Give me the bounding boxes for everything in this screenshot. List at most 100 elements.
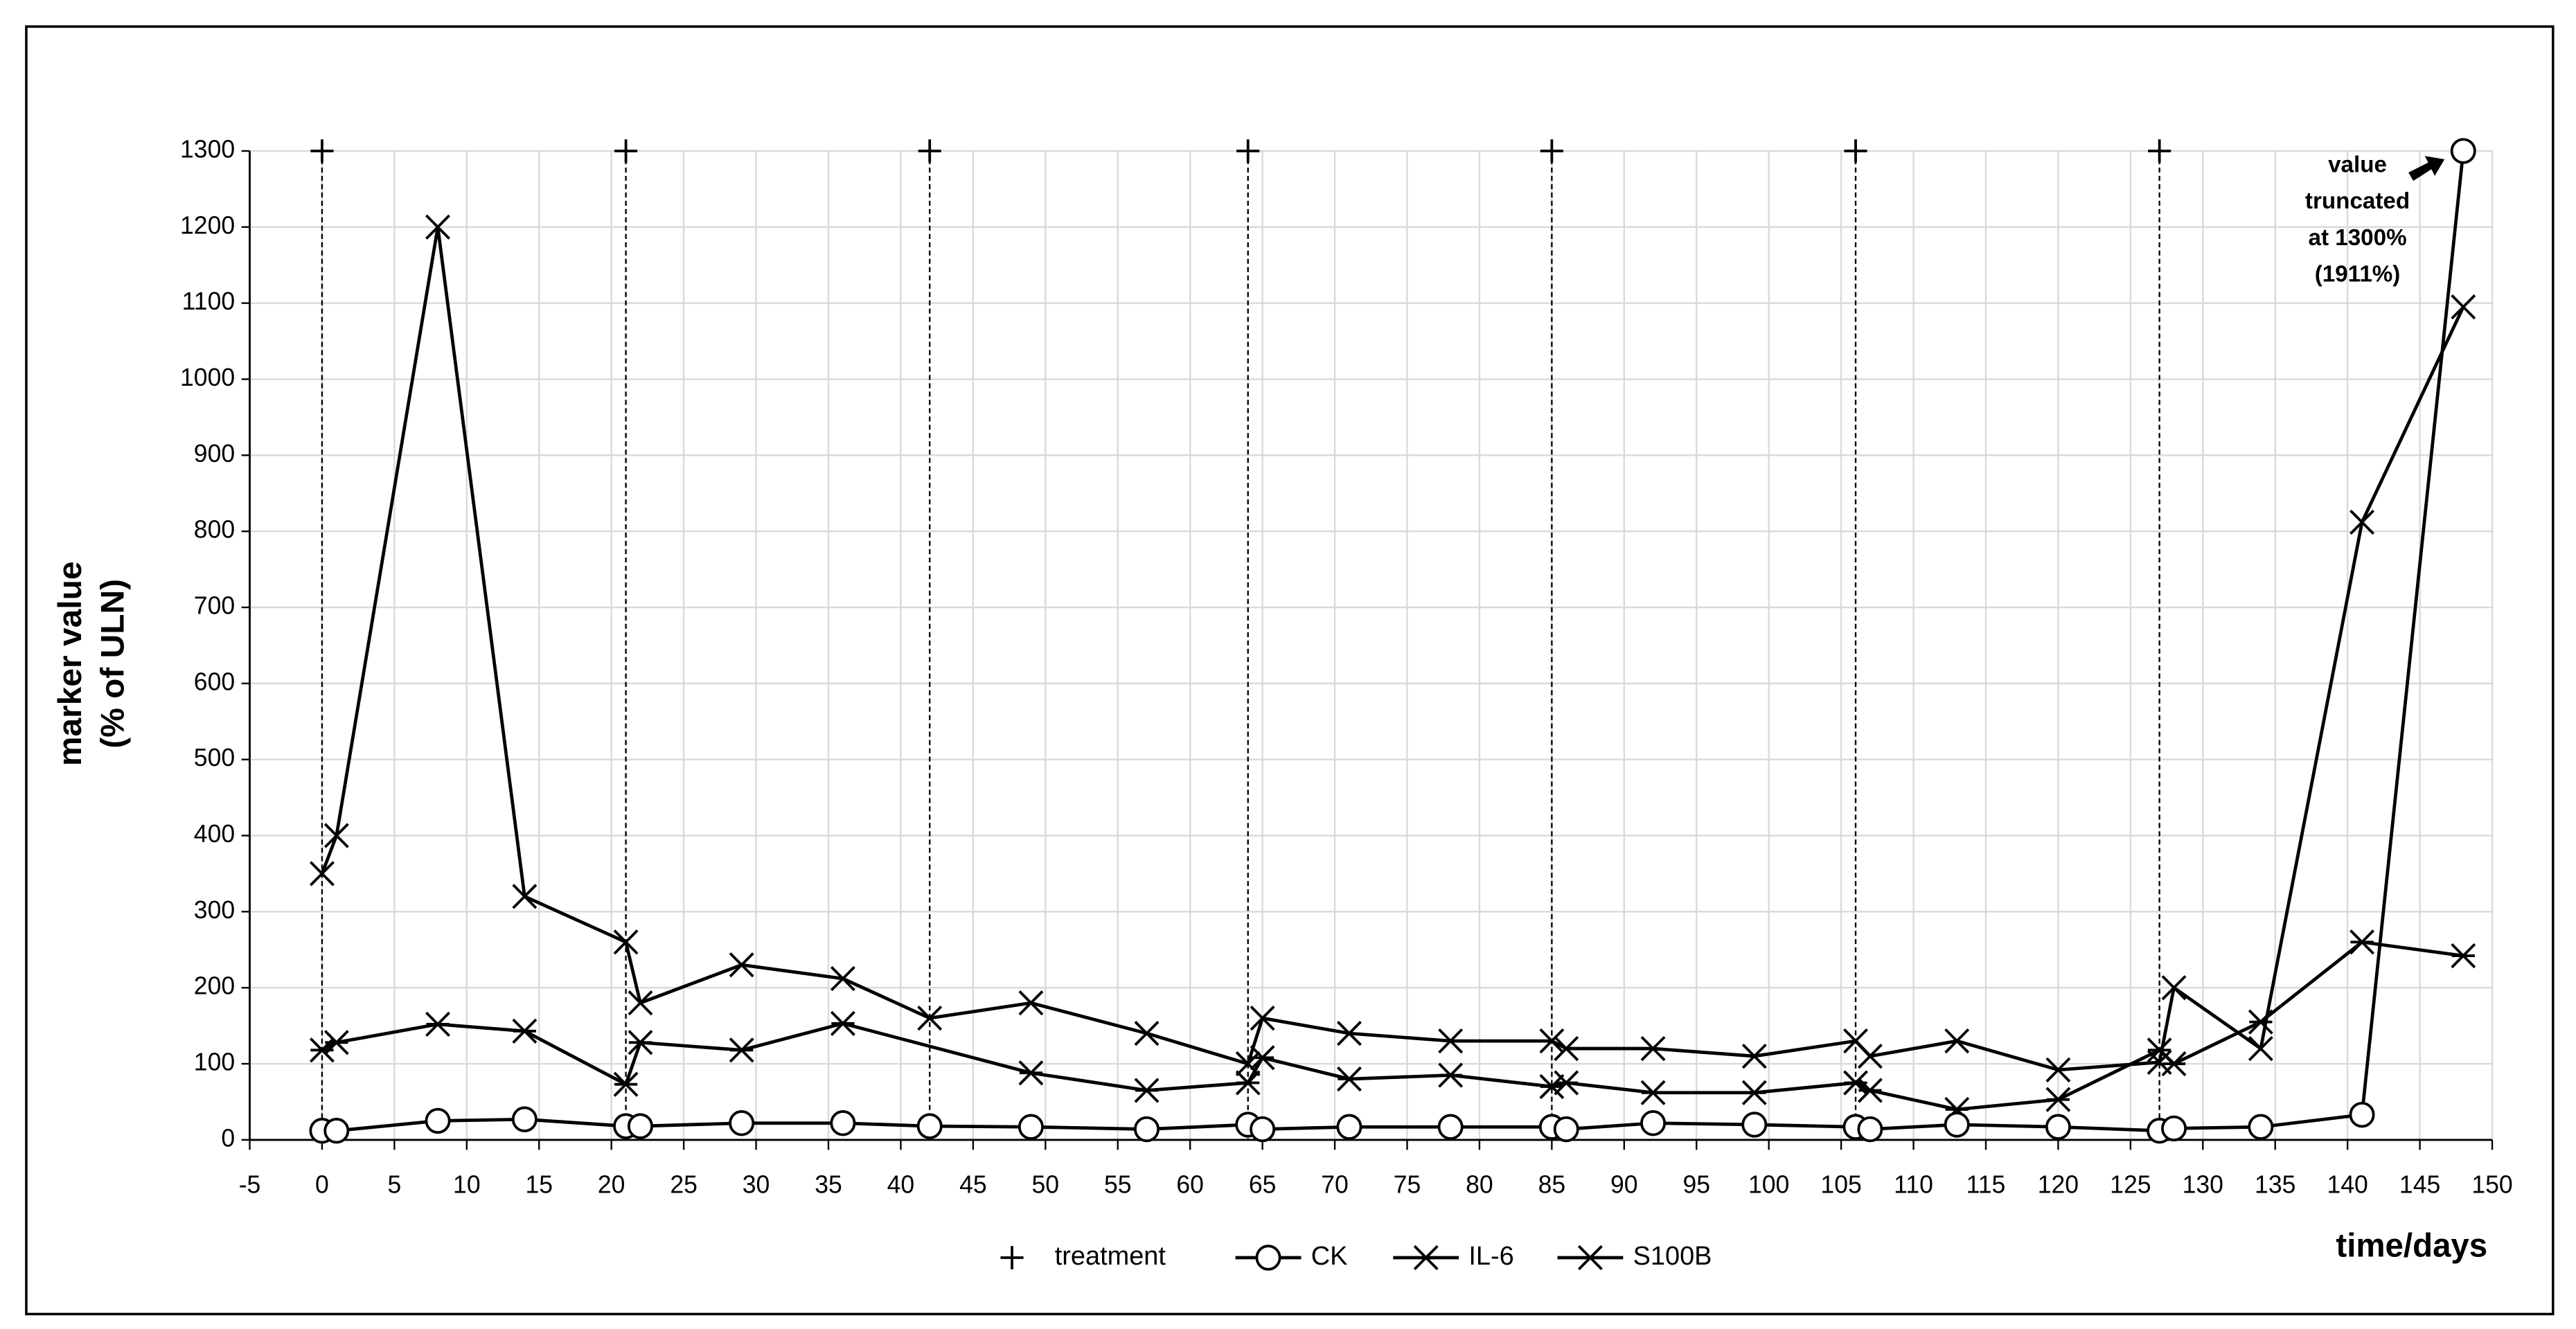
- marker: [2045, 1114, 2071, 1140]
- marker: [323, 1118, 350, 1144]
- marker: [1857, 1116, 1883, 1143]
- marker: [1944, 1112, 1970, 1138]
- marker: [1235, 1070, 1261, 1096]
- x-tick-label: 135: [2255, 1170, 2295, 1198]
- marker: [830, 1010, 855, 1036]
- x-tick-label: 80: [1466, 1170, 1493, 1198]
- x-tick-label: 45: [959, 1170, 987, 1198]
- marker: [425, 1011, 450, 1037]
- x-tick-label: 40: [887, 1170, 915, 1198]
- x-tick-label: 90: [1610, 1170, 1638, 1198]
- x-tick-label: 130: [2183, 1170, 2223, 1198]
- x-tick-label: 20: [598, 1170, 625, 1198]
- y-tick-label: 1300: [180, 135, 235, 163]
- x-tick-label: 30: [743, 1170, 770, 1198]
- y-tick-label: 300: [194, 896, 235, 924]
- x-tick-label: -5: [239, 1170, 261, 1198]
- x-tick-label: 120: [2038, 1170, 2079, 1198]
- x-tick-label: 145: [2399, 1170, 2440, 1198]
- marker: [1539, 1028, 1565, 1054]
- x-tick-label: 50: [1032, 1170, 1060, 1198]
- marker: [1741, 1080, 1767, 1105]
- marker: [1437, 1114, 1464, 1140]
- legend-label: S100B: [1633, 1241, 1712, 1271]
- marker: [1236, 139, 1260, 163]
- marker: [729, 1037, 754, 1063]
- x-tick-label: 85: [1538, 1170, 1566, 1198]
- marker: [2161, 975, 2187, 1001]
- marker: [628, 1030, 653, 1055]
- marker: [1553, 1116, 1579, 1143]
- y-tick-label: 500: [194, 744, 235, 771]
- x-tick-label: 125: [2110, 1170, 2151, 1198]
- marker: [830, 1110, 856, 1136]
- x-tick-label: 5: [387, 1170, 401, 1198]
- y-tick-label: 200: [194, 972, 235, 1000]
- marker: [1944, 1028, 1970, 1054]
- annotation: value: [2328, 152, 2387, 177]
- marker: [2248, 1009, 2273, 1035]
- x-axis-title: time/days: [2336, 1227, 2487, 1264]
- marker: [614, 139, 638, 163]
- y-tick-label: 600: [194, 668, 235, 695]
- marker: [1741, 1043, 1767, 1069]
- marker: [1438, 1028, 1464, 1054]
- marker: [2451, 943, 2476, 969]
- marker: [918, 139, 941, 163]
- marker: [1554, 1070, 1579, 1096]
- annotation-arrow: [2408, 156, 2445, 181]
- marker: [1857, 1078, 1883, 1103]
- x-tick-label: 150: [2471, 1170, 2512, 1198]
- x-tick-label: 0: [315, 1170, 329, 1198]
- x-tick-label: 95: [1682, 1170, 1710, 1198]
- axes: 0100200300400500600700800900100011001200…: [180, 135, 2513, 1198]
- marker: [1539, 1073, 1565, 1100]
- marker: [1844, 139, 1867, 163]
- marker: [917, 1006, 943, 1031]
- marker: [310, 861, 335, 886]
- y-axis-title: (% of ULN): [95, 579, 132, 749]
- marker: [2349, 1101, 2375, 1128]
- marker: [2248, 1114, 2274, 1140]
- y-tick-label: 400: [194, 820, 235, 848]
- x-tick-label: 65: [1249, 1170, 1277, 1198]
- marker: [1134, 1078, 1160, 1103]
- annotation: truncated: [2305, 188, 2410, 214]
- marker: [1577, 1245, 1603, 1271]
- x-tick-label: 110: [1894, 1170, 1933, 1198]
- legend-item: treatment: [1000, 1241, 1166, 1271]
- marker: [1134, 1020, 1160, 1046]
- y-tick-label: 900: [194, 440, 235, 467]
- legend: treatment CK IL-6 S100B: [1000, 1241, 1712, 1271]
- marker: [1438, 1062, 1464, 1088]
- series-line: [320, 226, 2465, 1072]
- marker: [2350, 929, 2374, 955]
- marker: [1540, 139, 1563, 163]
- x-tick-label: 10: [453, 1170, 481, 1198]
- marker: [2248, 1035, 2273, 1062]
- marker: [1337, 1020, 1362, 1046]
- marker: [1255, 1245, 1281, 1271]
- marker: [425, 1107, 451, 1134]
- marker: [1413, 1245, 1439, 1271]
- y-tick-label: 800: [194, 516, 235, 544]
- x-tick-label: 15: [525, 1170, 553, 1198]
- legend-label: treatment: [1055, 1241, 1166, 1271]
- x-tick-label: 35: [815, 1170, 842, 1198]
- marker: [1134, 1116, 1160, 1143]
- marker: [2450, 138, 2476, 164]
- y-axis-title: marker value: [52, 562, 89, 767]
- marker: [830, 965, 855, 992]
- chart-frame: [25, 25, 2555, 1316]
- marker: [511, 1106, 538, 1132]
- marker: [1235, 1051, 1261, 1077]
- x-tick-label: 105: [1820, 1170, 1861, 1198]
- marker: [425, 214, 450, 240]
- marker: [310, 139, 334, 163]
- marker: [2161, 1051, 2187, 1077]
- marker: [1640, 1110, 1667, 1136]
- y-tick-label: 700: [194, 591, 235, 619]
- x-tick-label: 70: [1321, 1170, 1349, 1198]
- marker: [2350, 509, 2374, 535]
